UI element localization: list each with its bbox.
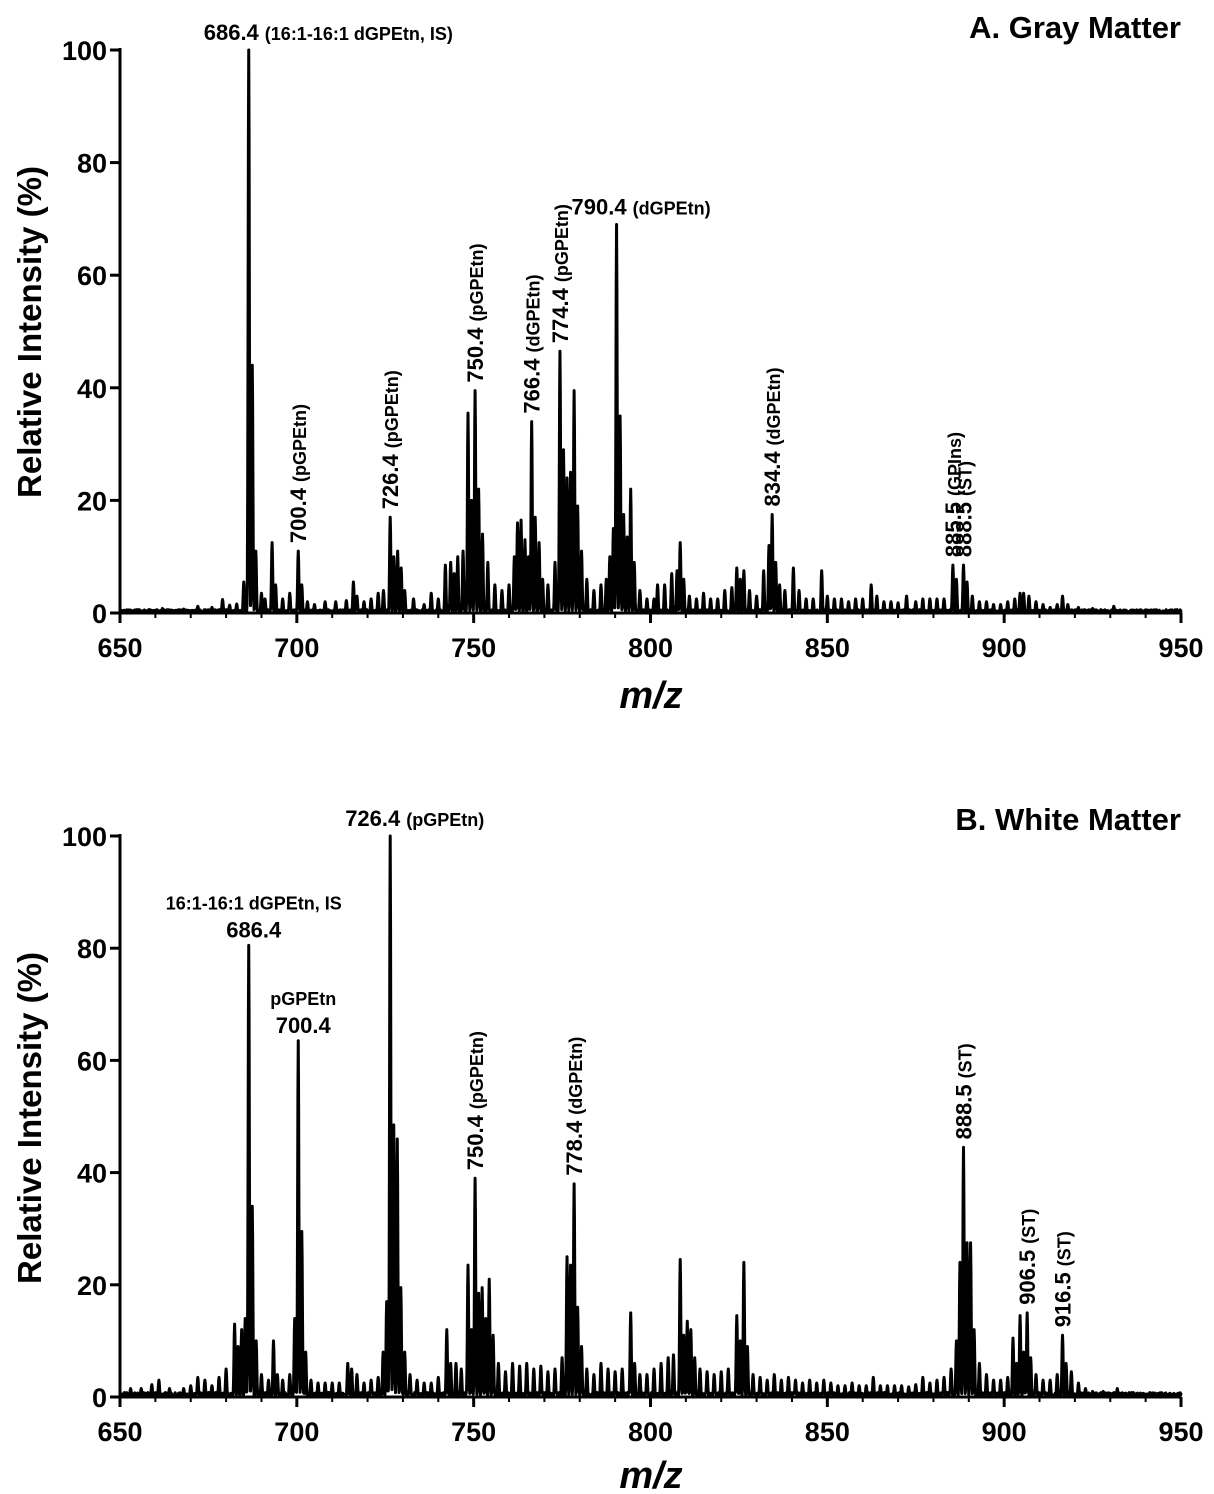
peak-label-mz: 888.5 (952, 502, 977, 557)
y-tick-label: 0 (92, 599, 107, 629)
peak-label-mz: 888.5 (952, 1084, 977, 1139)
peak-label-assignment: (pGPEtn) (467, 244, 487, 322)
peak-label-mz: 885.5 (941, 502, 966, 557)
peak-label: 885.5 (GPIns) (941, 432, 966, 557)
peak-label-mz: 790.4 (572, 195, 628, 220)
peak-label: 774.4 (pGPEtn) (548, 204, 573, 343)
peak-label-assignment: (dGPEtn) (633, 199, 711, 219)
x-tick-label: 950 (1158, 633, 1203, 663)
peak-label: 834.4 (dGPEtn) (760, 367, 785, 506)
peak-label-mz: 906.5 (1015, 1250, 1040, 1305)
peak-label: 778.4 (dGPEtn) (562, 1037, 587, 1176)
peak-label: 916.5 (ST) (1051, 1231, 1076, 1327)
peak-label-mz: 916.5 (1051, 1272, 1076, 1327)
peak-label-assignment: (ST) (1055, 1231, 1075, 1266)
y-tick-label: 80 (77, 149, 107, 179)
x-axis-label: m/z (619, 675, 682, 717)
peak-label: 766.4 (dGPEtn) (520, 275, 545, 414)
y-axis-label: Relative Intensity (%) (11, 166, 48, 498)
peak-label-mz: 686.4 (204, 20, 260, 45)
peak-label-assignment: (pGPEtn) (290, 404, 310, 482)
x-tick-label: 900 (982, 1417, 1027, 1447)
peak-label: 750.4 (pGPEtn) (463, 1031, 488, 1170)
y-tick-label: 60 (77, 261, 107, 291)
x-tick-label: 750 (451, 633, 496, 663)
peak-label-mz: 726.4 (345, 806, 401, 831)
peak-label-mz: 700.4 (276, 1013, 332, 1038)
peak-label-assignment: (dGPEtn) (764, 367, 784, 445)
x-tick-label: 650 (97, 1417, 142, 1447)
peak-label-mz: 686.4 (226, 917, 282, 942)
y-tick-label: 100 (62, 822, 107, 852)
plot-area: 0 20 40 60 80 100 650 700 750 800 850 900 950 686.4 (1… (62, 20, 1204, 663)
peak-label-assignment: (GPIns) (945, 432, 965, 496)
panel-white-matter: B. White Matter Relative Intensity (%) m… (11, 802, 1204, 1494)
peak-label: 750.4 (pGPEtn) (463, 244, 488, 383)
peak-label-mz: 700.4 (286, 487, 311, 543)
peak-label-assignment: (dGPEtn) (524, 275, 544, 353)
peak-label-assignment: (pGPEtn) (382, 370, 402, 448)
y-tick-label: 40 (77, 1159, 107, 1189)
peak-label-assignment: (ST) (956, 461, 976, 496)
y-tick-label: 40 (77, 374, 107, 404)
x-tick-label: 750 (451, 1417, 496, 1447)
peak-label-mz: 766.4 (520, 358, 545, 414)
peak-label-assignment: (16:1-16:1 dGPEtn, IS) (265, 24, 453, 44)
peak-label: 790.4 (dGPEtn) (572, 195, 711, 220)
peak-label: 726.4(pGPEtn) (345, 806, 484, 831)
y-tick-label: 100 (62, 36, 107, 66)
spectrum-line (118, 48, 1183, 615)
x-axis-label: m/z (619, 1455, 682, 1494)
peak-label-assignment: (pGPEtn) (467, 1031, 487, 1109)
peak-label-assignment: (pGPEtn) (406, 810, 484, 830)
x-tick-label: 900 (982, 633, 1027, 663)
peak-label-mz: 778.4 (562, 1120, 587, 1176)
peak-label: 906.5 (ST) (1015, 1209, 1040, 1305)
x-tick-label: 850 (805, 1417, 850, 1447)
y-tick-label: 60 (77, 1046, 107, 1076)
y-tick-label: 20 (77, 486, 107, 516)
peak-label-assignment: (ST) (956, 1043, 976, 1078)
x-tick-label: 650 (97, 633, 142, 663)
x-tick-label: 700 (274, 1417, 319, 1447)
x-tick-label: 850 (805, 633, 850, 663)
peak-label-mz: 750.4 (463, 327, 488, 383)
peak-label-assignment: 16:1-16:1 dGPEtn, IS (166, 893, 342, 913)
y-axis-label: Relative Intensity (%) (11, 952, 48, 1284)
peak-label: 888.5 (ST) (952, 461, 977, 557)
y-tick-label: 0 (92, 1383, 107, 1413)
peak-label-mz: 750.4 (463, 1114, 488, 1170)
peak-label-assignment: (pGPEtn) (552, 204, 572, 282)
peak-label-assignment: pGPEtn (270, 989, 336, 1009)
panel-title: A. Gray Matter (969, 10, 1181, 45)
spectrum-line (118, 834, 1183, 1399)
x-tick-label: 800 (628, 1417, 673, 1447)
peak-label-mz: 726.4 (378, 453, 403, 509)
peak-label-mz: 774.4 (548, 287, 573, 343)
peak-label: 686.4 (16:1-16:1 dGPEtn, IS) (204, 20, 453, 45)
panel-gray-matter: A. Gray Matter Relative Intensity (%) m/… (11, 10, 1204, 717)
x-tick-label: 700 (274, 633, 319, 663)
peak-label-assignment: (dGPEtn) (566, 1037, 586, 1115)
peak-label: 888.5 (ST) (952, 1043, 977, 1139)
x-tick-label: 950 (1158, 1417, 1203, 1447)
panel-title: B. White Matter (955, 802, 1181, 837)
x-tick-label: 800 (628, 633, 673, 663)
peak-label-assignment: (ST) (1019, 1209, 1039, 1244)
peak-label: 726.4 (pGPEtn) (378, 370, 403, 509)
y-tick-label: 80 (77, 934, 107, 964)
peak-label-mz: 834.4 (760, 451, 785, 507)
plot-area: 0 20 40 60 80 100 650 700 750 800 850 900 950 16:1-16… (62, 806, 1204, 1447)
y-tick-label: 20 (77, 1271, 107, 1301)
peak-label: 700.4 (pGPEtn) (286, 404, 311, 543)
